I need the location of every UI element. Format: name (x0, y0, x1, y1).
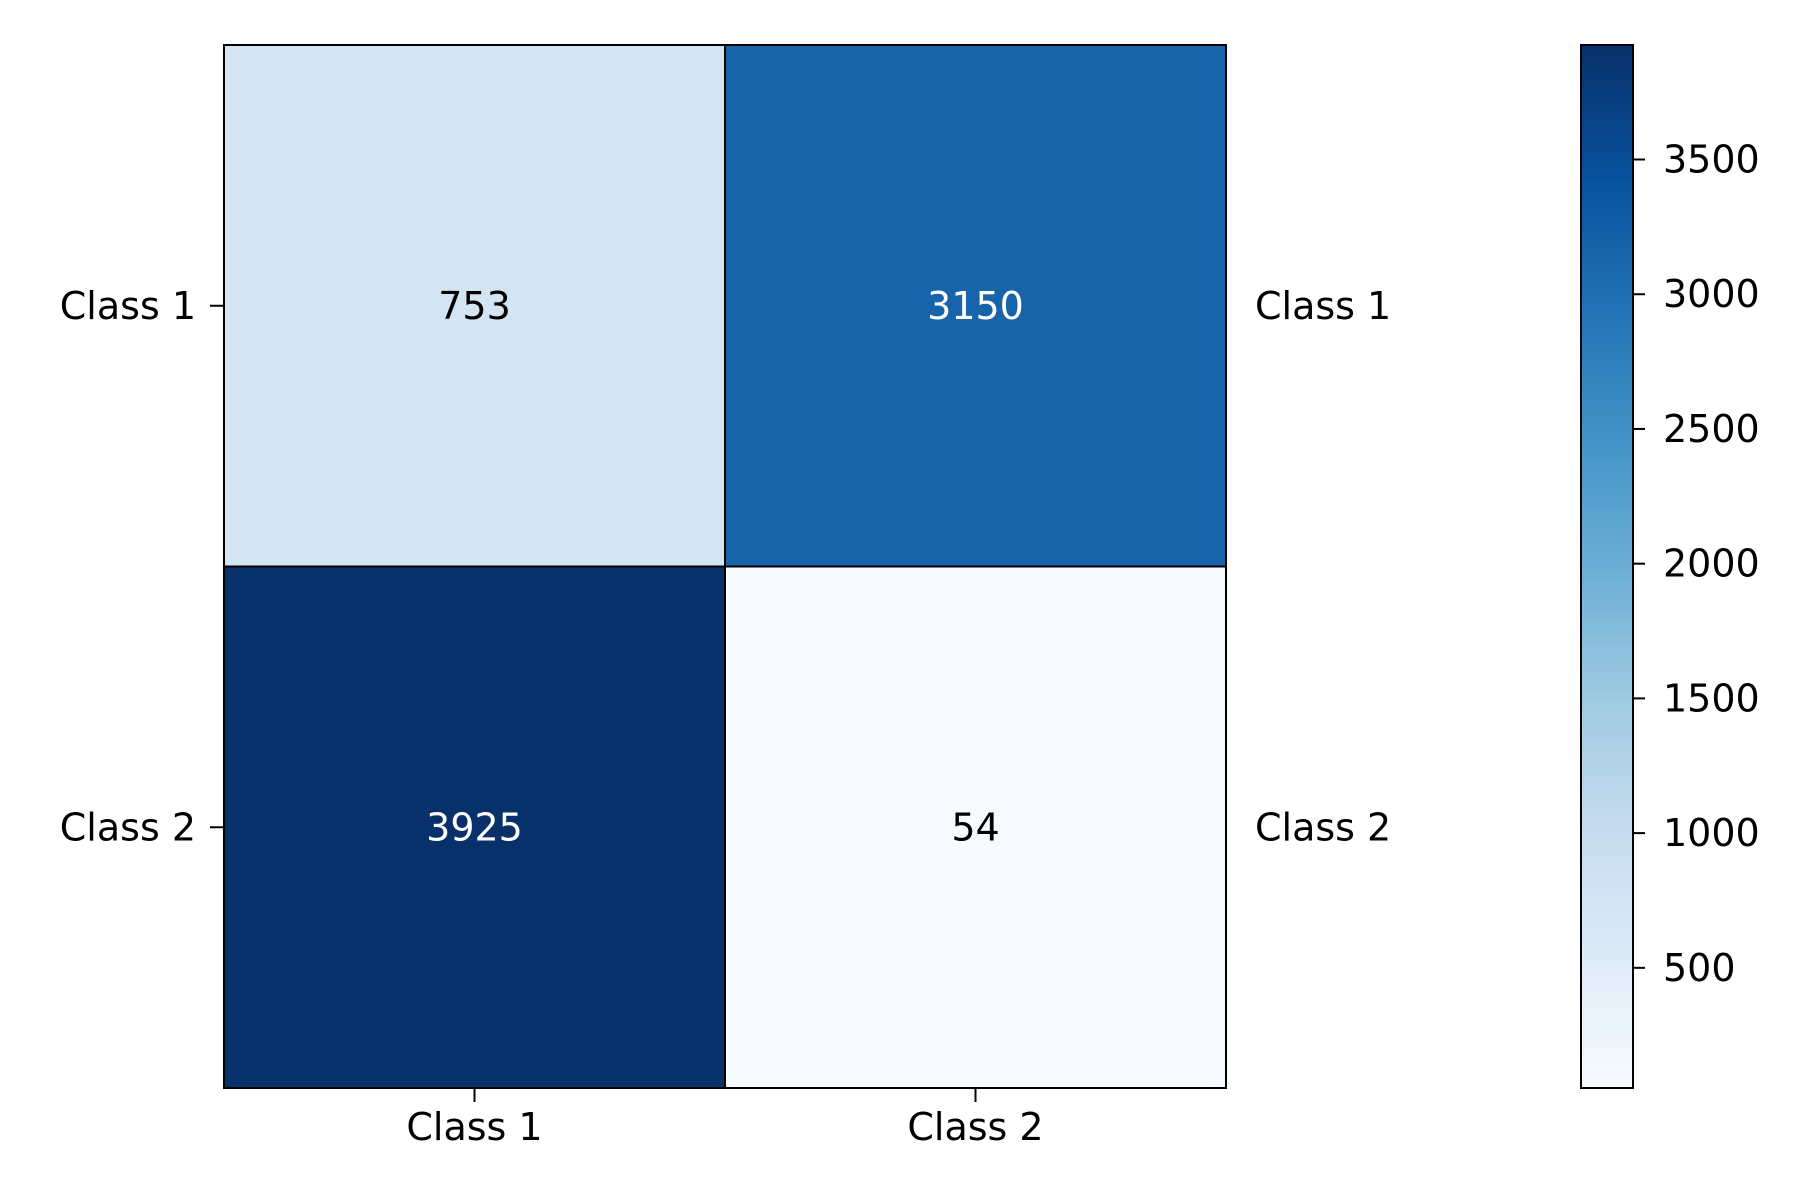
y-tick-label-right: Class 2 (1255, 805, 1391, 849)
colorbar-tick-label: 2500 (1663, 407, 1760, 451)
colorbar-tick-label: 500 (1663, 946, 1736, 990)
colorbar-ticks: 500 1000 1500 2000 2500 3000 3500 (1633, 138, 1760, 990)
heatmap-cell-r2-c2 (724, 565, 1227, 1089)
colorbar-tick-label: 1000 (1663, 811, 1760, 855)
colorbar-tick-label: 3500 (1663, 138, 1760, 182)
y-tick-label-left: Class 2 (60, 805, 196, 849)
y-tick-label-left: Class 1 (60, 284, 196, 328)
heatmap-cell-r1-c1 (223, 44, 726, 568)
colorbar-frame (1580, 44, 1634, 1089)
cell-value-r1-c2: 3150 (927, 284, 1024, 328)
x-tick-label: Class 1 (406, 1105, 542, 1149)
heatmap-cell-r1-c2 (724, 44, 1227, 568)
heatmap-cell-r2-c1 (223, 565, 726, 1089)
y-axis-left-ticks: Class 1 Class 2 (60, 284, 224, 849)
cell-value-r2-c1: 3925 (426, 805, 523, 849)
colorbar-tick-label: 1500 (1663, 676, 1760, 720)
plot-frame (223, 44, 1227, 1089)
colorbar-tick-label: 3000 (1663, 272, 1760, 316)
x-tick-label: Class 2 (907, 1105, 1043, 1149)
x-axis-ticks: Class 1 Class 2 (406, 1088, 1044, 1149)
cell-annotations: 753 3150 3925 54 (426, 284, 1024, 850)
y-tick-label-right: Class 1 (1255, 284, 1391, 328)
colorbar-tick-label: 2000 (1663, 542, 1760, 586)
cell-value-r1-c1: 753 (438, 284, 511, 328)
heatmap-cells (223, 44, 1227, 1089)
colorbar-gradient (1581, 45, 1633, 1088)
y-axis-right-labels: Class 1 Class 2 (1255, 284, 1391, 850)
cell-value-r2-c2: 54 (951, 805, 999, 849)
